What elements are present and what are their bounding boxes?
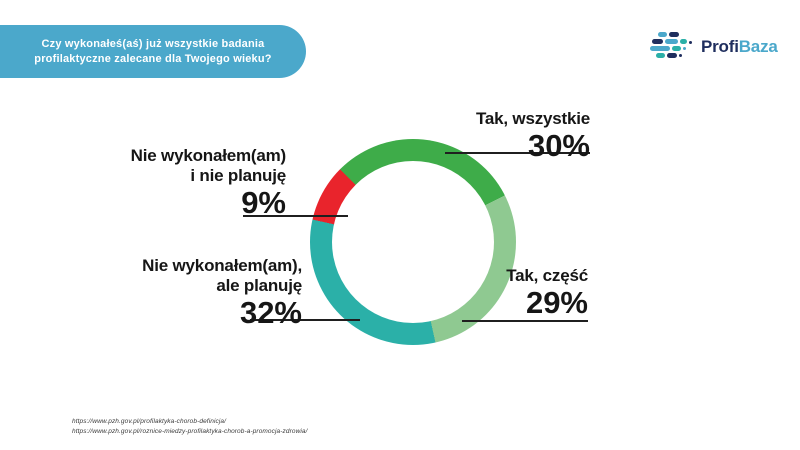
leader-line-nie-i-nie-planuje: [243, 215, 348, 217]
profibaza-logo-text: ProfiBaza: [701, 37, 778, 57]
question-badge: Czy wykonałeś(aś) już wszystkie badania …: [0, 25, 306, 78]
callout-tak-wszystkie: Tak, wszystkie 30%: [476, 109, 590, 162]
callout-nie-i-nie-planuje: Nie wykonałem(am) i nie planuję 9%: [130, 146, 287, 220]
segment-label: i nie planuję: [190, 166, 286, 185]
source-url-1: https://www.pzh.gov.pl/profilaktyka-chor…: [72, 418, 227, 425]
segment-label: Tak, część: [506, 266, 588, 285]
donut-chart: [310, 139, 516, 345]
segment-percentage: 30%: [527, 128, 590, 163]
callout-nie-ale-planuje: Nie wykonałem(am), ale planuję 32%: [142, 256, 302, 329]
leader-line-tak-czesc: [462, 320, 588, 322]
leader-line-nie-ale-planuje: [250, 319, 360, 321]
segment-label: Nie wykonałem(am): [130, 146, 287, 165]
profibaza-logo: ProfiBaza: [648, 31, 778, 63]
profibaza-logo-icon: [648, 31, 694, 63]
segment-label: Tak, wszystkie: [475, 109, 590, 128]
donut-hole: [332, 161, 494, 323]
segment-percentage: 9%: [241, 185, 286, 220]
leader-line-tak-wszystkie: [445, 152, 590, 154]
segment-label: Nie wykonałem(am),: [142, 256, 302, 275]
question-line2: profilaktyczne zalecane dla Twojego wiek…: [34, 52, 272, 65]
source-links: https://www.pzh.gov.pl/profilaktyka-chor…: [72, 417, 308, 436]
logo-text-profi: Profi: [701, 37, 739, 56]
logo-text-baza: Baza: [738, 37, 778, 56]
question-line1: Czy wykonałeś(aś) już wszystkie badania: [41, 37, 265, 50]
callout-tak-czesc: Tak, część 29%: [506, 266, 588, 319]
source-url-2: https://www.pzh.gov.pl/roznice-miedzy-pr…: [72, 427, 308, 435]
segment-percentage: 32%: [239, 295, 302, 330]
segment-label: ale planuję: [216, 276, 302, 295]
segment-percentage: 29%: [525, 285, 588, 320]
